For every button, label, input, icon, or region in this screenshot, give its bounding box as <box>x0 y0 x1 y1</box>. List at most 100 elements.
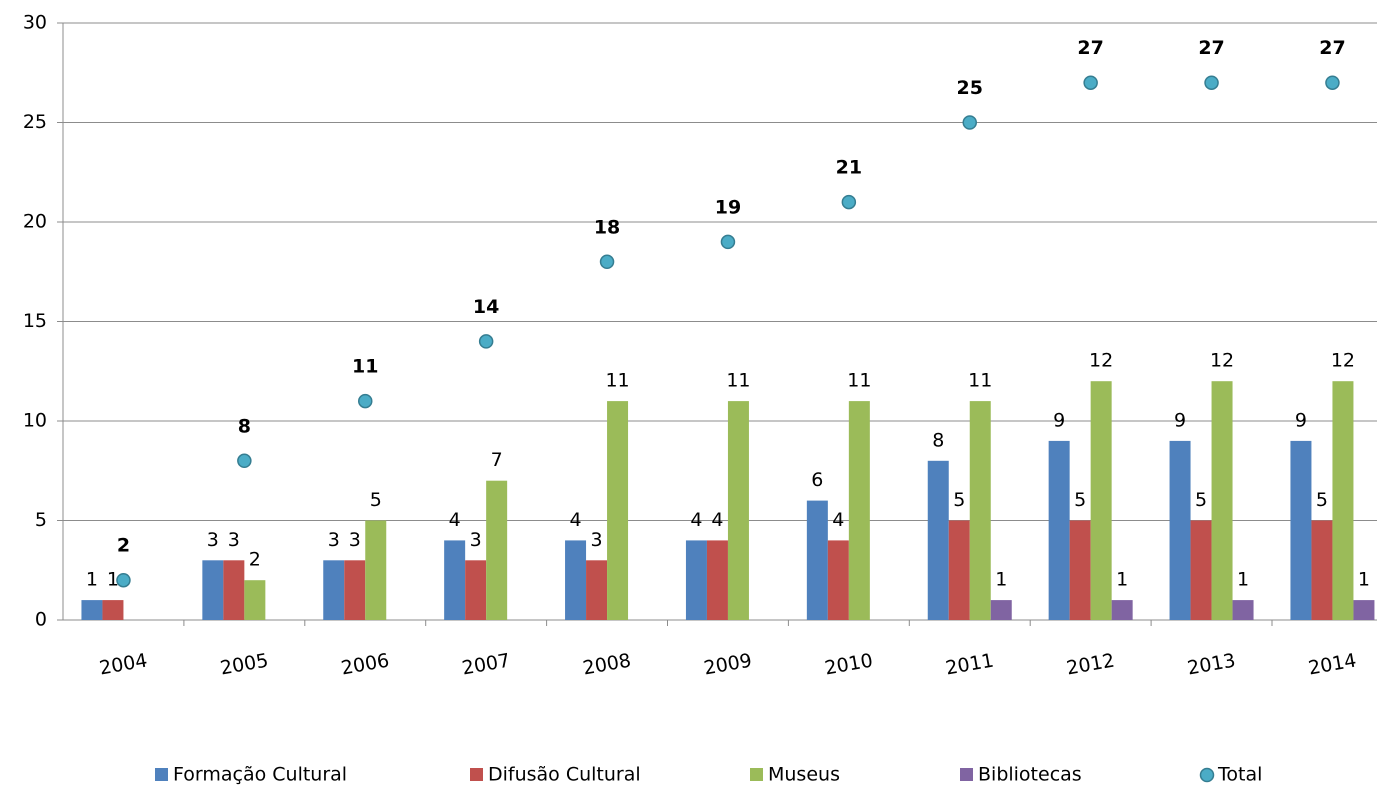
data-label: 3 <box>207 529 219 551</box>
bar <box>1069 520 1091 620</box>
y-tick-label: 5 <box>35 509 47 531</box>
bar <box>1169 440 1191 620</box>
data-label: 3 <box>349 529 361 551</box>
legend-label: Museus <box>768 764 840 786</box>
bar <box>607 401 629 620</box>
x-tick-label: 2007 <box>460 649 511 679</box>
bar <box>1211 381 1233 620</box>
bar <box>223 560 245 620</box>
data-label: 2 <box>117 535 130 557</box>
bar <box>1232 600 1254 620</box>
bar <box>1311 520 1333 620</box>
data-label: 19 <box>715 196 741 218</box>
data-label: 4 <box>690 509 702 531</box>
bar <box>81 600 103 620</box>
data-label: 4 <box>832 509 844 531</box>
bar <box>1090 381 1112 620</box>
data-label: 2 <box>249 549 261 571</box>
data-label: 9 <box>1295 409 1307 431</box>
point <box>116 572 131 588</box>
data-label: 5 <box>1195 489 1207 511</box>
x-tick-label: 2006 <box>339 649 390 679</box>
bar <box>727 401 749 620</box>
legend-swatch <box>470 768 483 781</box>
data-label: 27 <box>1198 37 1224 59</box>
data-label: 8 <box>238 415 251 437</box>
data-label: 11 <box>726 370 750 392</box>
data-label: 11 <box>968 370 992 392</box>
data-label: 27 <box>1077 37 1103 59</box>
legend-swatch <box>960 768 973 781</box>
data-label: 12 <box>1331 350 1355 372</box>
bar <box>848 401 870 620</box>
data-label: 6 <box>811 469 823 491</box>
data-label: 11 <box>847 370 871 392</box>
data-label: 3 <box>591 529 603 551</box>
bar <box>586 560 608 620</box>
x-tick-label: 2010 <box>823 649 874 679</box>
x-tick-label: 2004 <box>98 649 149 679</box>
bar <box>565 540 587 620</box>
legend-label: Formação Cultural <box>173 764 347 786</box>
bar <box>1332 381 1354 620</box>
x-tick-label: 2013 <box>1186 649 1237 679</box>
point <box>1083 75 1098 90</box>
data-label: 1 <box>86 569 98 591</box>
bar <box>1048 440 1070 620</box>
data-label: 1 <box>995 569 1007 591</box>
point <box>599 254 615 270</box>
y-tick-label: 20 <box>23 211 47 233</box>
data-label: 3 <box>228 529 240 551</box>
point <box>237 453 252 469</box>
bar <box>202 560 224 620</box>
bar <box>102 600 124 620</box>
data-label: 8 <box>932 429 944 451</box>
data-label: 3 <box>328 529 340 551</box>
bar <box>344 560 366 620</box>
data-label: 5 <box>953 489 965 511</box>
bar <box>323 560 345 620</box>
bar <box>244 580 266 620</box>
data-label: 11 <box>352 356 378 378</box>
bar <box>1190 520 1212 620</box>
data-label: 9 <box>1053 409 1065 431</box>
data-label: 1 <box>1237 569 1249 591</box>
bar <box>1111 600 1133 620</box>
x-tick-label: 2012 <box>1065 649 1116 679</box>
bar <box>1353 600 1375 620</box>
data-label: 4 <box>449 509 461 531</box>
point <box>1325 75 1340 90</box>
bar <box>365 520 387 620</box>
legend-label: Total <box>1217 764 1262 786</box>
bar <box>486 480 508 620</box>
data-label: 5 <box>370 489 382 511</box>
point <box>720 234 736 250</box>
data-label: 1 <box>1116 569 1128 591</box>
bar <box>806 500 828 620</box>
bar <box>969 401 991 620</box>
x-tick-label: 2014 <box>1307 649 1358 679</box>
legend-label: Bibliotecas <box>978 764 1082 786</box>
data-label: 12 <box>1089 350 1113 372</box>
data-label: 3 <box>470 529 482 551</box>
data-label: 1 <box>107 569 119 591</box>
data-label: 18 <box>594 216 620 238</box>
data-label: 4 <box>711 509 723 531</box>
bar <box>706 540 728 620</box>
data-label: 1 <box>1358 569 1370 591</box>
data-label: 14 <box>473 296 499 318</box>
y-tick-label: 15 <box>23 310 47 332</box>
data-label: 25 <box>957 77 983 99</box>
point <box>358 393 373 409</box>
y-tick-label: 30 <box>23 12 47 34</box>
point <box>841 194 857 210</box>
data-label: 12 <box>1210 350 1234 372</box>
y-tick-label: 10 <box>23 410 47 432</box>
data-label: 7 <box>491 449 503 471</box>
data-label: 27 <box>1319 37 1345 59</box>
y-tick-label: 25 <box>23 111 47 133</box>
bar <box>948 520 970 620</box>
data-label: 9 <box>1174 409 1186 431</box>
x-tick-label: 2008 <box>581 649 632 679</box>
